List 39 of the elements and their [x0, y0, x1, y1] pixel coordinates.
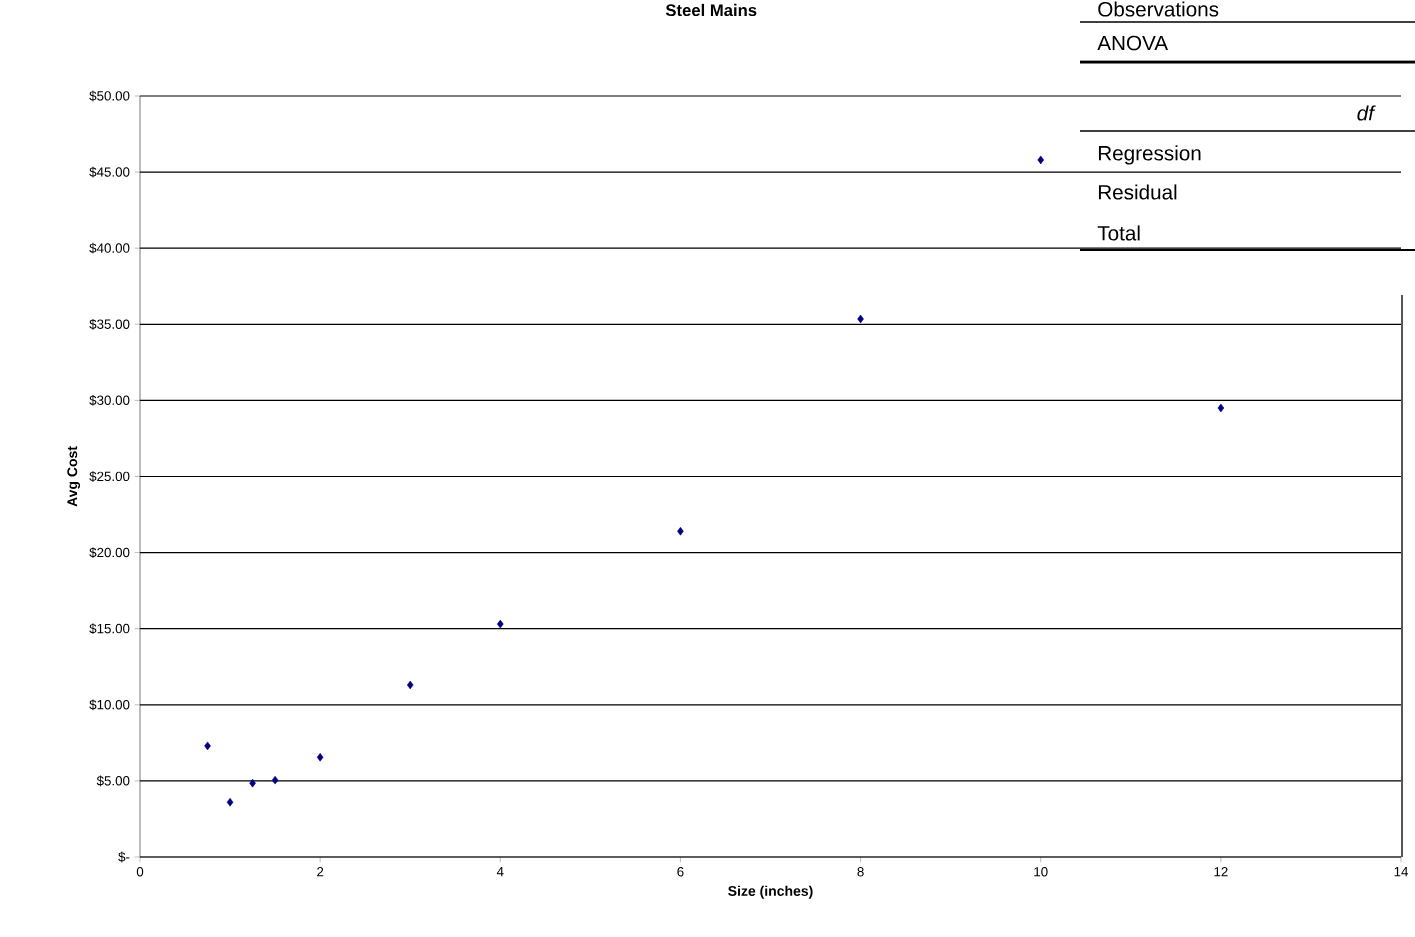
annotation: df: [1357, 105, 1376, 121]
point: [406, 680, 414, 690]
annotation: Total: [1097, 225, 1140, 241]
point: [226, 797, 234, 807]
point: [249, 778, 256, 788]
y-tick-label: $5.00: [96, 775, 130, 787]
text: Observations: [1098, 1, 1219, 17]
y-tick-label: $20.00: [89, 547, 130, 558]
y-tick-label: $50.00: [89, 90, 130, 102]
point: [677, 527, 684, 536]
y-tick-label: $-: [118, 851, 130, 863]
x-axis-title: Size (inches): [728, 885, 813, 899]
y-tick-label: $45.00: [89, 166, 130, 178]
y-axis-title: Avg Cost: [67, 446, 81, 507]
point: [316, 753, 324, 762]
x-tick-label: 14: [1394, 867, 1409, 877]
point: [1217, 403, 1225, 413]
x-tick-label: 4: [496, 867, 504, 877]
x-tick-label: 8: [857, 867, 864, 877]
point: [271, 775, 279, 785]
point: [497, 619, 504, 629]
y-tick-label: $35.00: [89, 318, 130, 330]
chart-title: Steel Mains: [665, 3, 757, 17]
y-tick-label: $25.00: [89, 471, 130, 482]
y-tick-label: $30.00: [89, 394, 130, 406]
x-tick-label: 6: [677, 867, 684, 877]
y-tick-label: $15.00: [89, 623, 130, 635]
annotation: Regression: [1098, 145, 1201, 165]
x-tick-label: 0: [136, 867, 144, 877]
x-tick-label: 10: [1034, 867, 1048, 877]
annotation: Residual: [1098, 184, 1177, 200]
y-tick-label: $40.00: [89, 242, 130, 254]
x-tick-label: 2: [317, 867, 324, 877]
point: [204, 741, 211, 751]
point: [857, 314, 864, 324]
point: [1037, 155, 1044, 165]
text: ANOVA: [1097, 35, 1169, 51]
y-tick-label: $10.00: [89, 699, 130, 711]
x-tick-label: 12: [1214, 867, 1228, 877]
